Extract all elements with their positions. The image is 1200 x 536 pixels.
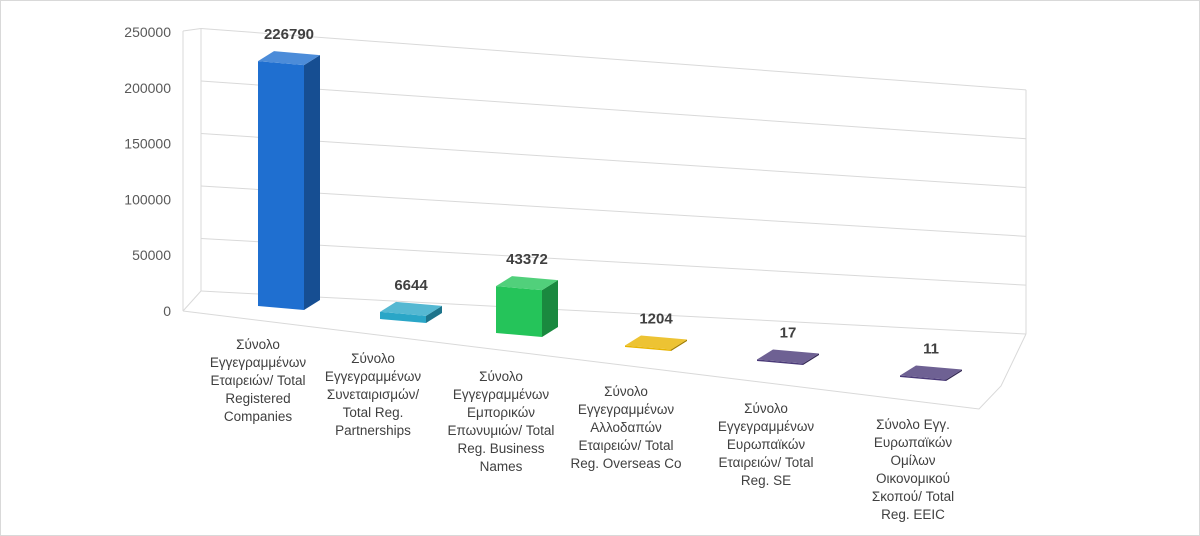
category-label: Σύνολο Εγγεγραμμένων Συνεταιρισμών/Total R… [325, 351, 422, 438]
bar-side [426, 305, 442, 323]
y-tick-label: 100000 [124, 191, 171, 207]
category-label: Σύνολο Εγγεγραμμένων Εταιρειών/ Total Regis… [210, 337, 307, 424]
bar-front [757, 359, 803, 365]
y-tick-label: 250000 [124, 24, 171, 40]
category-label: Σύνολο Εγγ. Ευρωπαϊκών Ομίλων Οικονομικού Σκ… [872, 417, 954, 522]
bar-top [900, 365, 962, 380]
gridline [200, 80, 1027, 140]
bar-side [542, 280, 558, 337]
category-label: Σύνολο Εγγεγραμμένων Αλλοδαπών Εταιρειών/ T… [570, 384, 681, 471]
gridline [200, 133, 1027, 189]
floor-outline [182, 310, 1027, 410]
category-label: Σύνολο Εγγεγραμμένων Ευρωπαϊκών Εταιρειών/ … [718, 401, 815, 488]
bar-side [946, 369, 962, 381]
y-tick-label: 150000 [124, 136, 171, 152]
bar-front [496, 286, 542, 337]
y-tick-label: 200000 [124, 80, 171, 96]
bar-top [625, 335, 687, 350]
data-label: 17 [780, 325, 797, 342]
bar-front [900, 375, 946, 381]
gridline [200, 28, 1027, 91]
floor-back-edge [200, 290, 1027, 335]
bar-top [380, 301, 442, 316]
y-tick-label: 0 [163, 303, 171, 319]
data-label: 11 [923, 341, 939, 358]
side-wall-edge [182, 28, 202, 32]
bar-top [757, 349, 819, 364]
category-label: Σύνολο Εγγεγραμμένων Εμπορικών Επωνυμιών/ T… [448, 369, 555, 474]
gridline [200, 185, 1027, 237]
data-label: 226790 [264, 26, 314, 43]
bar-side [803, 353, 819, 365]
floor-edge [182, 290, 202, 312]
data-label: 1204 [639, 311, 673, 328]
bar-side [671, 339, 687, 351]
data-label: 6644 [394, 277, 428, 294]
bar-front [258, 61, 304, 310]
gridline [200, 238, 1027, 286]
y-tick-label: 50000 [132, 247, 171, 263]
bar-front [625, 345, 671, 351]
bar-side [304, 55, 320, 310]
bar-top [258, 51, 320, 66]
bar-top [496, 276, 558, 291]
data-label: 43372 [506, 251, 548, 268]
bar-front [380, 311, 426, 323]
